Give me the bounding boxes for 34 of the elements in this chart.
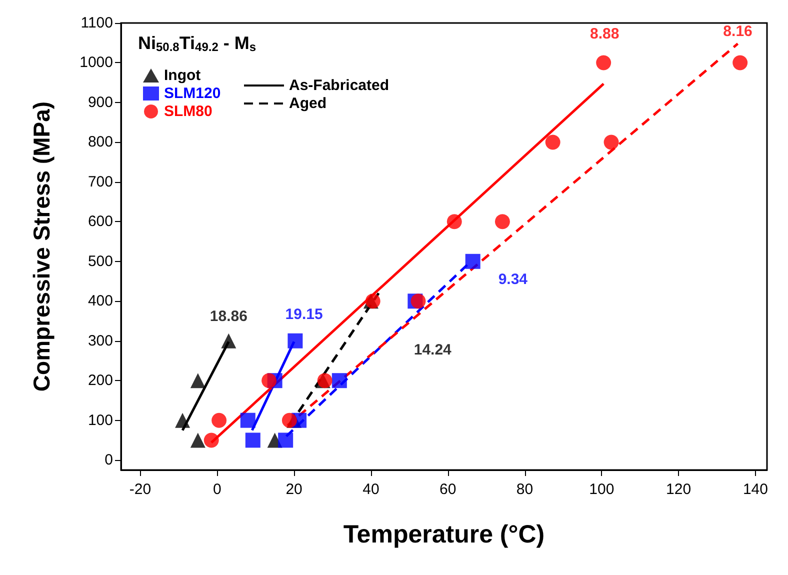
annotation: 19.15 [285, 306, 323, 324]
legend-label: Ingot [164, 67, 201, 84]
y-tick-label: 1100 [80, 14, 113, 32]
x-tick-label: 140 [742, 481, 768, 498]
y-tick-label: 400 [88, 292, 113, 310]
y-tick-label: 0 [104, 452, 113, 469]
y-tick-label: 500 [88, 252, 113, 270]
y-tick-label: 200 [88, 372, 113, 390]
legend-label: As-Fabricated [289, 77, 390, 94]
y-tick-label: 700 [88, 173, 113, 190]
annotation: 14.24 [414, 342, 452, 359]
annotation: 18.86 [210, 308, 248, 326]
x-tick-label: 60 [440, 481, 456, 498]
x-tick-label: 40 [362, 481, 380, 498]
legend-label: SLM80 [164, 103, 212, 120]
x-tick-label: 80 [516, 481, 534, 498]
annotation: 9.34 [498, 270, 528, 288]
x-tick-label: -20 [129, 481, 152, 498]
x-tick-label: 120 [666, 481, 692, 498]
y-tick-label: 600 [88, 213, 113, 230]
legend-label: SLM120 [164, 85, 221, 102]
x-tick-label: 20 [286, 481, 302, 498]
y-tick-label: 800 [88, 134, 113, 151]
y-tick-label: 900 [88, 94, 113, 111]
y-tick-label: 1000 [80, 54, 113, 72]
legend-label: Aged [289, 95, 326, 112]
annotation: 8.16 [723, 23, 752, 40]
y-tick-label: 300 [88, 332, 113, 350]
y-axis-title: Compressive Stress (MPa) [28, 101, 54, 392]
x-axis-title: Temperature (°C) [343, 520, 545, 548]
y-tick-label: 100 [88, 412, 113, 429]
annotation: 8.88 [590, 25, 620, 42]
x-tick-label: 0 [212, 481, 222, 498]
x-tick-label: 100 [589, 481, 614, 498]
